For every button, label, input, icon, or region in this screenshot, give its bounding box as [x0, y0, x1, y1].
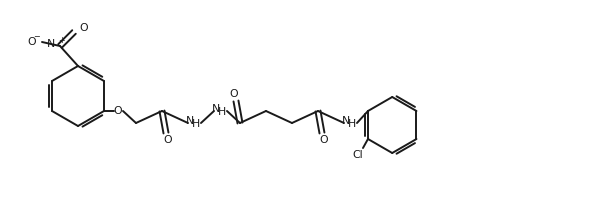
Text: O: O — [164, 135, 172, 145]
Text: O: O — [230, 89, 239, 99]
Text: O: O — [27, 37, 36, 47]
Text: H: H — [348, 119, 356, 129]
Text: H: H — [192, 119, 200, 129]
Text: +: + — [58, 35, 65, 45]
Text: −: − — [33, 32, 39, 42]
Text: O: O — [79, 23, 88, 33]
Text: O: O — [320, 135, 329, 145]
Text: N: N — [212, 104, 220, 114]
Text: O: O — [114, 106, 122, 116]
Text: H: H — [218, 107, 226, 117]
Text: N: N — [47, 39, 55, 49]
Text: N: N — [186, 116, 194, 126]
Text: N: N — [342, 116, 350, 126]
Text: Cl: Cl — [353, 150, 363, 160]
